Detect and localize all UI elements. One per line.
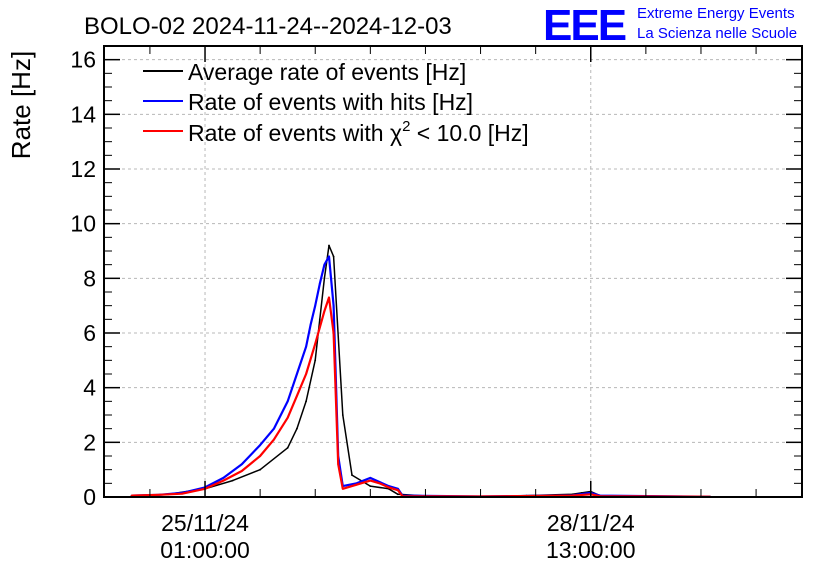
series-point-0 <box>305 400 307 403</box>
y-tick-label: 10 <box>70 211 96 237</box>
series-point-1 <box>296 373 298 375</box>
series-line-2 <box>131 296 711 498</box>
series-point-1 <box>369 477 372 479</box>
y-tick-label: 14 <box>70 101 96 127</box>
series-point-0 <box>318 318 321 321</box>
series-point-2 <box>305 373 307 375</box>
y-tick-label: 0 <box>83 484 96 510</box>
eee-logo: EEE Extreme Energy Events La Scienza nel… <box>543 1 797 50</box>
series-point-1 <box>273 427 275 430</box>
series-point-1 <box>305 345 307 348</box>
series-point-2 <box>259 455 261 457</box>
series-point-0 <box>286 446 289 449</box>
y-tick-label: 12 <box>70 156 96 182</box>
legend-label-average: Average rate of events [Hz] <box>188 59 466 85</box>
x-tick-time-label: 13:00:00 <box>546 537 636 563</box>
series-point-2 <box>181 492 184 495</box>
y-tick-label: 6 <box>83 320 96 346</box>
series-point-2 <box>323 310 326 312</box>
series-point-2 <box>332 332 335 334</box>
series-point-2 <box>341 487 344 490</box>
series-point-1 <box>259 444 261 446</box>
series-point-0 <box>259 468 261 471</box>
series-point-1 <box>309 323 312 326</box>
series-point-2 <box>328 296 330 299</box>
series-line-0 <box>131 244 711 498</box>
grid-lines <box>104 46 802 498</box>
series-point-2 <box>337 463 340 466</box>
series-point-2 <box>378 482 381 485</box>
legend-label-hits: Rate of events with hits [Hz] <box>188 89 473 115</box>
series-point-0 <box>328 244 330 247</box>
series-point-2 <box>397 489 399 492</box>
chart-title: BOLO-02 2024-11-24--2024-12-03 <box>84 13 452 40</box>
series-point-1 <box>314 304 317 307</box>
series-point-2 <box>273 438 275 441</box>
y-axis: 0 2 4 6 8 10 12 14 16 <box>70 45 802 510</box>
series-point-1 <box>323 263 326 266</box>
series-point-2 <box>286 416 289 419</box>
y-tick-label: 16 <box>70 47 96 73</box>
y-tick-label: 2 <box>83 429 96 455</box>
series-point-2 <box>318 326 321 329</box>
series-point-2 <box>240 470 243 472</box>
y-axis-label: Rate [Hz] <box>6 51 36 159</box>
series-point-0 <box>314 359 317 362</box>
series-point-1 <box>318 282 321 285</box>
legend-label-chi2: Rate of events with χ2 < 10.0 [Hz] <box>188 118 529 146</box>
series-point-0 <box>296 427 298 430</box>
legend-chi2-sup: 2 <box>402 118 410 135</box>
series-point-0 <box>397 493 399 496</box>
plot-frame <box>103 45 803 498</box>
series-point-0 <box>351 474 353 476</box>
series-point-1 <box>328 255 330 258</box>
series-point-2 <box>355 483 358 486</box>
series-point-1 <box>332 304 335 307</box>
y-tick-label: 8 <box>83 265 96 291</box>
logo-line2: La Scienza nelle Scuole <box>637 25 797 42</box>
series-point-2 <box>158 493 161 496</box>
series-point-0 <box>369 485 372 487</box>
series-point-1 <box>240 463 243 466</box>
series-point-2 <box>369 479 372 482</box>
series-point-2 <box>222 479 225 482</box>
legend-chi2-suffix: < 10.0 [Hz] <box>410 120 528 146</box>
series-point-0 <box>323 277 326 280</box>
series-point-2 <box>296 395 298 397</box>
legend-chi2-main: Rate of events with χ <box>188 120 402 146</box>
x-tick-date-label: 25/11/24 <box>161 510 249 536</box>
x-tick-time-label: 01:00:00 <box>160 537 250 563</box>
logo-mark: EEE <box>543 1 626 50</box>
series-line-1 <box>131 255 711 498</box>
series-point-0 <box>341 414 344 416</box>
series-layer <box>130 244 712 498</box>
legend: Average rate of events [Hz] Rate of even… <box>143 59 529 146</box>
series-point-0 <box>332 255 335 258</box>
series-point-0 <box>231 479 234 482</box>
series-point-1 <box>222 477 225 479</box>
series-point-2 <box>387 486 390 489</box>
series-point-1 <box>286 400 289 403</box>
series-point-2 <box>314 343 317 345</box>
y-tick-label: 4 <box>83 375 96 401</box>
logo-line1: Extreme Energy Events <box>637 5 795 22</box>
x-tick-date-label: 28/11/24 <box>547 510 635 536</box>
